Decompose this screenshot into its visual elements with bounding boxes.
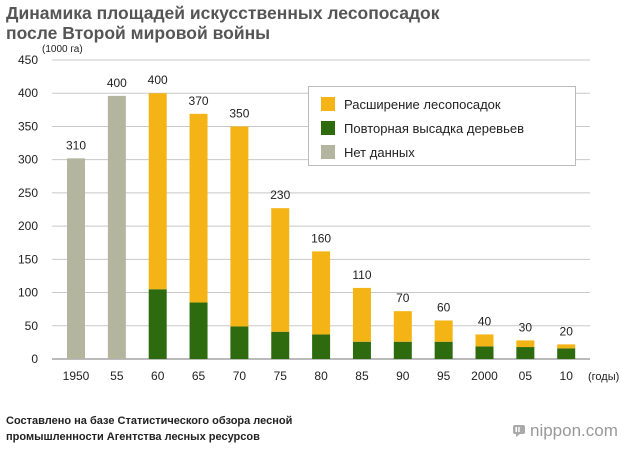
y-tick-label: 150 <box>18 252 38 266</box>
data-label-60: 400 <box>148 73 168 87</box>
brand-logo[interactable]: nippon.com <box>512 421 618 441</box>
bar-segment-80 <box>312 334 331 359</box>
data-label-55: 400 <box>107 76 127 90</box>
y-tick-label: 50 <box>25 319 39 333</box>
legend-label-no-data: Нет данных <box>344 144 415 160</box>
bar-segment-90 <box>393 341 412 359</box>
legend-swatch-replanting <box>321 121 335 135</box>
speech-bubble-icon <box>512 424 526 438</box>
bar-segment-65 <box>189 113 208 303</box>
data-label-85: 110 <box>352 268 371 282</box>
y-tick-label: 350 <box>18 119 38 133</box>
y-tick-label: 250 <box>18 186 38 200</box>
bar-segment-75 <box>271 331 290 359</box>
source-line1: Составлено на базе Статистического обзор… <box>6 415 293 427</box>
legend-swatch-expansion <box>321 97 335 111</box>
bar-segment-05 <box>516 340 535 348</box>
chart-title-line2: после Второй мировой войны <box>6 23 271 43</box>
chart-title-line1: Динамика площадей искусственных лесопоса… <box>6 3 440 23</box>
x-tick-label-2000: 2000 <box>471 369 498 383</box>
y-tick-label: 200 <box>18 219 38 233</box>
data-labels: 310 400 400 370 350 230 160 110 70 60 40 30 20 <box>66 73 573 338</box>
data-label-65: 370 <box>189 94 209 108</box>
legend-item-replanting: Повторная высадка деревьев <box>321 120 524 136</box>
data-label-80: 160 <box>311 231 331 245</box>
bar-segment-2000 <box>475 334 494 347</box>
bar-segment-1950 <box>67 158 85 359</box>
x-tick-label-70: 70 <box>233 369 247 383</box>
bar-segment-55 <box>107 95 126 359</box>
bar-segment-60 <box>148 289 167 359</box>
source-note: Составлено на базе Статистического обзор… <box>6 413 406 445</box>
bar-segment-65 <box>189 302 208 359</box>
data-label-1950: 310 <box>66 138 86 152</box>
bar-segment-70 <box>230 126 249 327</box>
x-tick-label-90: 90 <box>396 369 410 383</box>
bar-segment-95 <box>434 320 453 342</box>
data-label-2000: 40 <box>478 314 492 328</box>
data-label-75: 230 <box>270 188 290 202</box>
data-label-10: 20 <box>560 324 574 338</box>
bar-segment-60 <box>148 93 167 290</box>
bars <box>67 93 576 359</box>
x-tick-label-10: 10 <box>560 369 574 383</box>
data-label-70: 350 <box>229 106 249 120</box>
y-tick-label: 100 <box>18 286 38 300</box>
bar-segment-2000 <box>475 346 494 359</box>
y-axis-unit-label: (1000 га) <box>42 44 83 55</box>
chart-title: Динамика площадей искусственных лесопоса… <box>6 3 566 43</box>
data-label-95: 60 <box>437 300 451 314</box>
data-label-90: 70 <box>396 291 410 305</box>
source-line2: промышленности Агентства лесных ресурсов <box>6 431 260 443</box>
y-tick-label: 0 <box>31 352 38 366</box>
bar-segment-75 <box>271 208 290 332</box>
legend-item-expansion: Расширение лесопосадок <box>321 96 501 112</box>
y-tick-label: 450 <box>18 53 38 67</box>
x-tick-label-85: 85 <box>355 369 369 383</box>
legend: Расширение лесопосадок Повторная высадка… <box>308 86 576 166</box>
x-tick-label-60: 60 <box>151 369 165 383</box>
bar-segment-05 <box>516 347 535 359</box>
bar-segment-95 <box>434 341 453 359</box>
y-tick-label: 300 <box>18 153 38 167</box>
bar-segment-85 <box>352 287 371 342</box>
bar-segment-10 <box>557 348 576 359</box>
x-tick-label-1950: 1950 <box>63 369 90 383</box>
bar-segment-10 <box>557 344 576 349</box>
x-tick-label-05: 05 <box>519 369 533 383</box>
x-tick-label-65: 65 <box>192 369 206 383</box>
y-axis-ticks: 0 50 100 150 200 250 300 350 400 450 <box>18 53 38 366</box>
legend-label-replanting: Повторная высадка деревьев <box>344 120 524 136</box>
x-tick-label-80: 80 <box>314 369 328 383</box>
data-label-05: 30 <box>519 320 533 334</box>
x-tick-label-95: 95 <box>437 369 451 383</box>
legend-item-no-data: Нет данных <box>321 144 415 160</box>
bar-segment-80 <box>312 251 331 335</box>
bar-segment-90 <box>393 311 412 342</box>
x-tick-label-75: 75 <box>274 369 288 383</box>
legend-label-expansion: Расширение лесопосадок <box>344 96 501 112</box>
x-axis-ticks: 1950 55 60 65 70 75 80 85 90 95 2000 05 10 (годы) <box>63 369 620 383</box>
legend-swatch-no-data <box>321 145 335 159</box>
x-axis-label: (годы) <box>588 371 619 383</box>
bar-segment-85 <box>352 341 371 359</box>
brand-text: nippon.com <box>530 421 618 440</box>
y-tick-label: 400 <box>18 86 38 100</box>
bar-segment-70 <box>230 326 249 359</box>
x-tick-label-55: 55 <box>110 369 124 383</box>
